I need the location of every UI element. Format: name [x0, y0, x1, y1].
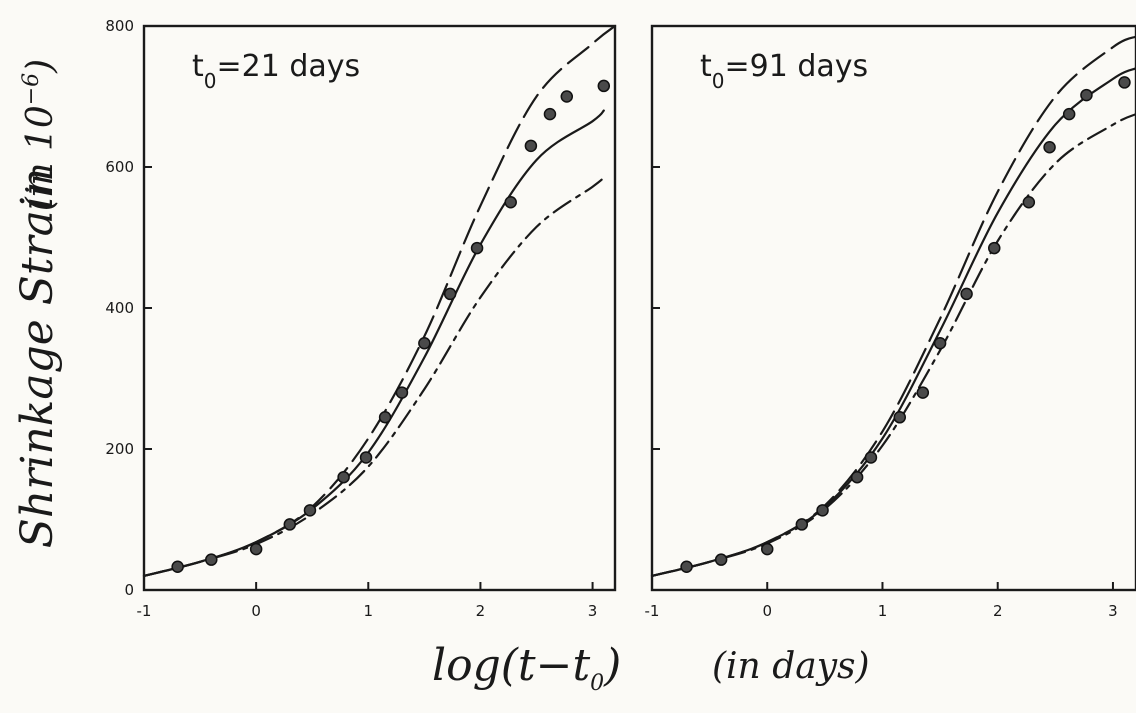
data-point: [597, 79, 611, 93]
data-point: [249, 542, 263, 556]
series-line-dashdot: [650, 113, 1136, 577]
chart-panel: -1 0 1 2 3 t0=91 days: [645, 24, 1136, 620]
data-point: [1022, 196, 1036, 209]
x-tick-label: 0: [762, 602, 772, 620]
x-tick-label: -1: [137, 602, 152, 620]
data-point: [1062, 107, 1076, 121]
data-point: [524, 139, 538, 153]
x-axis-title: log(t−t0): [432, 640, 621, 696]
x-tick-label: 0: [251, 602, 261, 620]
data-point: [1043, 141, 1056, 154]
y-tick-label: 600: [105, 158, 134, 176]
data-point: [850, 470, 864, 484]
x-tick-label: 1: [878, 602, 888, 620]
panel-label: t0=21 days: [192, 49, 360, 93]
y-tick-label: 200: [105, 440, 134, 458]
data-point: [359, 451, 373, 464]
x-tick-label: 1: [364, 602, 374, 620]
data-point: [714, 553, 728, 566]
x-axis-unit: (in days): [712, 646, 870, 687]
x-tick-label: 2: [993, 602, 1003, 620]
data-point: [443, 287, 457, 301]
x-tick-label: 2: [476, 602, 486, 620]
x-tick-label: -1: [645, 602, 660, 620]
data-point: [960, 287, 973, 301]
data-point: [893, 411, 907, 424]
data-point: [171, 560, 184, 573]
series-line-longdash: [650, 35, 1136, 577]
plot-frame: [142, 24, 617, 592]
data-point: [470, 241, 484, 255]
panel-label: t0=91 days: [700, 49, 868, 93]
y-tick-label: 800: [105, 17, 134, 35]
data-point: [864, 451, 878, 464]
data-point: [680, 560, 693, 573]
data-point: [378, 411, 392, 424]
data-point: [916, 386, 930, 399]
data-point: [395, 386, 409, 399]
x-tick-label: 3: [588, 602, 598, 620]
data-point: [418, 337, 431, 350]
data-point: [988, 241, 1001, 255]
y-axis-title: Shrinkage Strain: [12, 168, 63, 549]
series-line-solid: [650, 67, 1136, 577]
data-point: [760, 542, 774, 556]
x-tick-label: 3: [1108, 602, 1118, 620]
series-line-solid: [142, 109, 605, 577]
series-line-dashdot: [142, 176, 605, 577]
data-point: [1080, 88, 1093, 102]
data-point: [337, 470, 350, 484]
plot-frame: [650, 24, 1136, 592]
data-point: [816, 504, 829, 517]
y-tick-label: 0: [124, 581, 134, 599]
data-point: [795, 518, 809, 531]
data-point: [543, 107, 557, 121]
data-point: [560, 90, 574, 103]
data-point: [933, 337, 947, 350]
data-point: [205, 553, 218, 566]
series-line-longdash: [142, 24, 617, 577]
data-point: [504, 196, 517, 209]
data-point: [303, 504, 317, 517]
data-point: [1118, 76, 1131, 89]
data-point: [283, 518, 297, 531]
y-axis-unit: (in 10−6): [19, 59, 61, 211]
y-tick-label: 400: [105, 299, 134, 317]
